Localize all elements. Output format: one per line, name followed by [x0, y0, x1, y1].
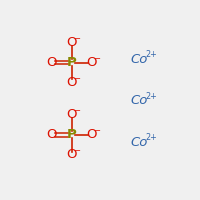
Text: O: O [66, 108, 77, 121]
Text: −: − [93, 126, 100, 135]
Text: −: − [73, 106, 80, 115]
Text: 2+: 2+ [145, 50, 157, 59]
Text: 2+: 2+ [145, 92, 157, 101]
Text: O: O [66, 148, 77, 161]
Text: P: P [67, 56, 76, 69]
Text: 2+: 2+ [145, 133, 157, 142]
Text: O: O [66, 36, 77, 49]
Text: Co: Co [130, 136, 148, 149]
Text: O: O [46, 56, 57, 69]
Text: −: − [93, 54, 100, 63]
Text: −: − [73, 34, 80, 43]
Text: Co: Co [130, 95, 148, 108]
Text: −: − [73, 146, 80, 155]
Text: Co: Co [130, 53, 148, 66]
Text: O: O [86, 56, 97, 69]
Text: O: O [66, 76, 77, 89]
Text: O: O [46, 128, 57, 141]
Text: P: P [67, 128, 76, 141]
Text: −: − [73, 74, 80, 83]
Text: O: O [86, 128, 97, 141]
